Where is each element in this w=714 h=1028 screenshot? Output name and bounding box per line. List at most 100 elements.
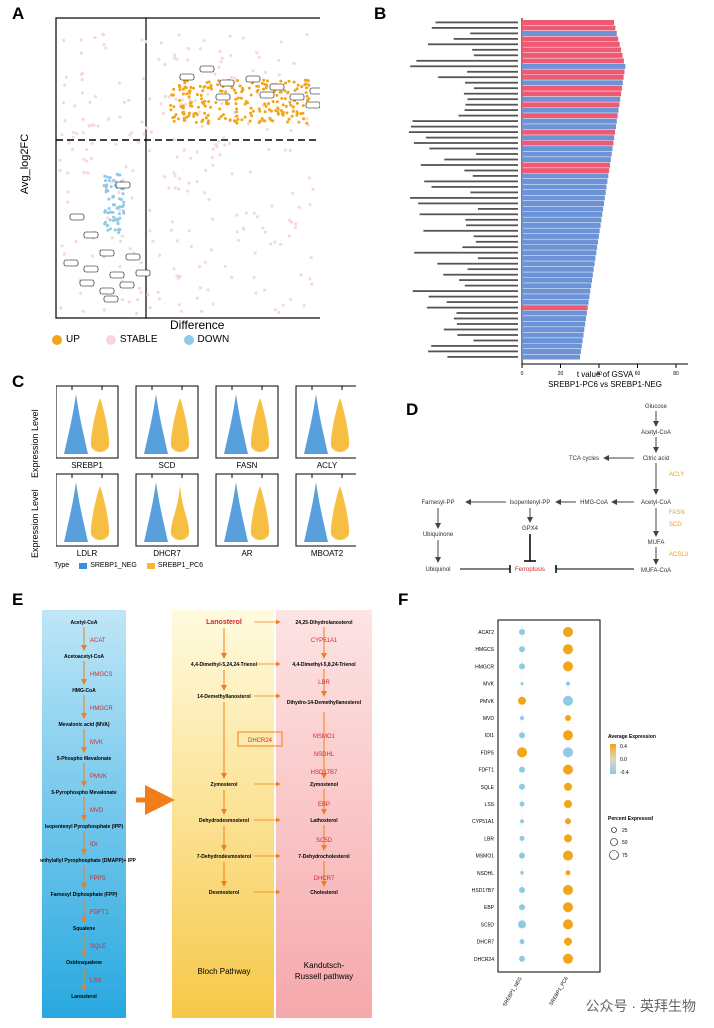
up-point: [183, 81, 187, 85]
expression-dot: [519, 904, 525, 911]
gsva-bar: [522, 239, 598, 245]
up-point: [279, 109, 283, 112]
gsva-tick-label: 40: [596, 371, 602, 377]
down-point: [112, 203, 116, 207]
up-point: [236, 78, 239, 82]
gene-label-box: [63, 259, 79, 267]
violin-box: [56, 385, 119, 459]
stable-point: [71, 135, 76, 139]
dot-row-label: EBP: [484, 905, 495, 911]
stable-point: [198, 110, 202, 114]
node-citric: Citric acid: [643, 456, 669, 462]
stable-point: [151, 239, 155, 243]
stable-point: [305, 32, 309, 37]
stable-point: [172, 171, 176, 175]
down-point: [103, 222, 106, 226]
up-point: [198, 84, 202, 88]
up-point: [283, 97, 287, 101]
stable-point: [287, 234, 291, 238]
stable-point: [117, 190, 121, 194]
expression-dot: [519, 732, 525, 739]
up-point: [265, 83, 269, 87]
stable-point: [104, 46, 108, 50]
up-point: [192, 112, 196, 116]
gsva-bar: [522, 140, 614, 146]
gene-label-box: [83, 231, 99, 239]
up-point: [181, 111, 185, 115]
gsva-bar: [522, 272, 593, 278]
dot-col-label: SREBP1_PC6: [548, 976, 569, 1007]
expression-dot: [563, 764, 573, 775]
up-point: [240, 86, 244, 90]
down-point: [116, 221, 120, 225]
panel-b-gsva-bars: 0 20 40 60 80: [408, 18, 688, 377]
gsva-bar-label: [464, 284, 518, 287]
stable-point: [175, 57, 179, 61]
gene-label-box: [119, 281, 135, 289]
stable-point: [220, 101, 224, 106]
up-point: [307, 83, 311, 87]
dot-legend: Average Expression 0.4 0.0 -0.4 Percent …: [608, 734, 656, 860]
stable-point: [202, 39, 206, 43]
significance-bracket: [71, 385, 103, 390]
stable-point: [79, 72, 83, 76]
up-point: [172, 119, 176, 123]
up-point: [183, 85, 187, 89]
pct-title: Percent Expressed: [608, 816, 653, 822]
e-right-step: Lathosterol: [310, 818, 338, 824]
e-middle-step: Desmosterol: [209, 890, 240, 896]
gsva-bar: [522, 91, 622, 97]
stable-point: [302, 304, 306, 308]
panel-a-ylabel: Avg_log2FC: [20, 134, 31, 194]
dot-grid: ACAT2 HMGCS HMGCR MVK PMVK MVD IDI1 FDPS FDFT1 SQ…: [472, 626, 573, 1008]
e-right-enzyme: HSD17B7: [311, 770, 338, 776]
up-point: [235, 110, 239, 114]
stable-point: [175, 239, 179, 243]
stable-point: [93, 36, 97, 40]
stable-point: [203, 191, 207, 195]
e-dhcr24: DHCR24: [248, 738, 273, 744]
gsva-bar-label: [425, 136, 518, 139]
gsva-bar-label: [446, 301, 518, 303]
violin-neg: [304, 394, 328, 454]
stable-point: [228, 34, 232, 38]
gene-label-box: [289, 93, 305, 101]
expression-dot: [519, 887, 525, 893]
legend-stable: STABLE: [105, 334, 158, 345]
node-scd: SCD: [669, 522, 682, 528]
up-point: [244, 100, 248, 103]
stable-point: [106, 216, 110, 220]
violin-pc6: [250, 398, 270, 452]
stable-point: [222, 136, 226, 140]
gsva-bar-label: [467, 98, 518, 101]
gsva-bar-label: [447, 356, 518, 358]
violin-box: [135, 385, 199, 459]
volcano-frame: [55, 17, 320, 319]
up-point: [301, 104, 305, 108]
up-point: [304, 91, 308, 95]
gsva-bar-label: [414, 251, 518, 254]
violin-neg: [304, 482, 328, 542]
e-middle-step: Zymosterol: [211, 782, 239, 788]
gsva-bar: [522, 63, 626, 69]
gene-label-box: [259, 91, 275, 99]
e-left-steps: Acetyl-CoA ACAT Acetoacetyl-CoA HMGCS HMG-Co…: [40, 620, 137, 1000]
up-point: [232, 88, 236, 92]
gsva-bar-label: [429, 147, 518, 150]
stable-point: [209, 248, 214, 252]
e-left-enzyme: IDI: [90, 842, 98, 848]
stable-point: [241, 226, 246, 230]
pct-dot-2: [610, 838, 618, 846]
e-left-enzyme: SQLE: [90, 944, 106, 950]
stable-point: [187, 181, 191, 185]
up-point: [171, 116, 175, 120]
gsva-bar-label: [443, 328, 518, 331]
gsva-bar: [522, 135, 615, 141]
up-point: [207, 80, 211, 84]
up-point: [264, 104, 268, 108]
stable-point: [64, 75, 68, 79]
up-point: [267, 102, 271, 106]
expression-dot: [519, 939, 525, 945]
pct-tick-3: 75: [622, 853, 628, 859]
gsva-tick-label: 60: [635, 371, 641, 377]
